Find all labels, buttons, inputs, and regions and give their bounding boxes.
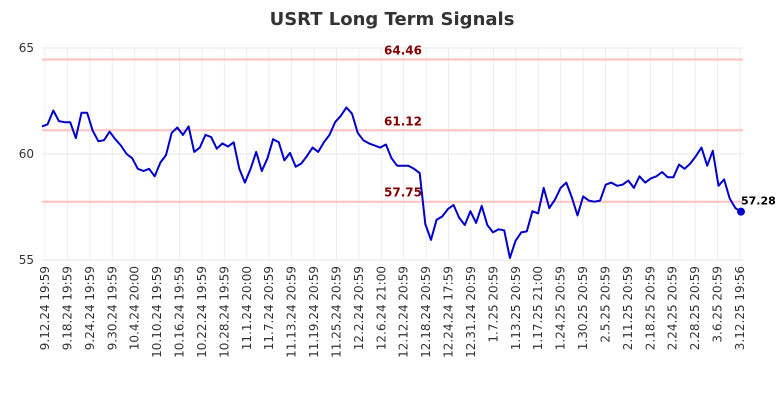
x-tick-label: 2.5.25 20:59 bbox=[598, 266, 612, 343]
x-tick-label: 10.22.24 19:59 bbox=[195, 266, 209, 358]
x-tick-label: 1.24.25 20:59 bbox=[554, 266, 568, 350]
x-axis: 9.12.24 19:59 9.18.24 19:59 9.24.24 19:59 9… bbox=[38, 266, 747, 358]
x-tick-label: 11.25.24 20:59 bbox=[329, 266, 343, 358]
x-tick-label: 12.6.24 21:00 bbox=[374, 266, 388, 350]
x-tick-label: 2.24.25 20:59 bbox=[666, 266, 680, 350]
x-tick-label: 11.13.24 20:59 bbox=[285, 266, 299, 358]
x-tick-label: 1.7.25 20:59 bbox=[486, 266, 500, 343]
x-tick-label: 1.30.25 20:59 bbox=[576, 266, 590, 350]
x-tick-label: 2.18.25 20:59 bbox=[643, 266, 657, 350]
x-tick-label: 11.19.24 20:59 bbox=[307, 266, 321, 358]
x-tick-label: 2.28.25 20:59 bbox=[688, 266, 702, 350]
y-tick-label: 55 bbox=[19, 253, 34, 267]
grid bbox=[42, 47, 743, 261]
x-tick-label: 11.1.24 20:00 bbox=[240, 266, 254, 350]
x-tick-label: 12.2.24 20:59 bbox=[352, 266, 366, 350]
x-tick-label: 12.12.24 20:59 bbox=[397, 266, 411, 358]
price-line bbox=[41, 106, 742, 259]
signal-levels: 64.46 61.12 57.75 bbox=[42, 43, 743, 203]
x-tick-label: 10.16.24 19:59 bbox=[173, 266, 187, 358]
signal-level-label: 57.75 bbox=[384, 186, 422, 200]
y-tick-label: 65 bbox=[19, 41, 34, 55]
y-tick-label: 60 bbox=[19, 147, 34, 161]
chart-title: USRT Long Term Signals bbox=[270, 9, 515, 30]
x-tick-label: 9.24.24 19:59 bbox=[83, 266, 97, 350]
x-tick-label: 3.6.25 20:59 bbox=[711, 266, 725, 343]
x-tick-label: 9.18.24 19:59 bbox=[60, 266, 74, 350]
last-price-label: 57.28 bbox=[741, 195, 776, 208]
x-tick-label: 12.24.24 17:59 bbox=[442, 266, 456, 358]
x-tick-label: 3.12.25 19:56 bbox=[733, 266, 747, 350]
x-tick-label: 1.13.25 20:59 bbox=[509, 266, 523, 350]
price-series: 57.28 bbox=[41, 106, 776, 259]
x-tick-label: 11.7.24 20:59 bbox=[262, 266, 276, 350]
signal-level-label: 61.12 bbox=[384, 114, 422, 128]
x-tick-label: 2.11.25 20:59 bbox=[621, 266, 635, 350]
y-axis: 55 60 65 bbox=[19, 41, 34, 267]
x-tick-label: 12.31.24 20:59 bbox=[464, 266, 478, 358]
x-tick-label: 10.10.24 19:59 bbox=[150, 266, 164, 358]
x-tick-label: 10.4.24 20:00 bbox=[128, 266, 142, 350]
last-price-point bbox=[737, 207, 745, 216]
x-tick-label: 9.30.24 19:59 bbox=[105, 266, 119, 350]
x-tick-label: 12.18.24 20:59 bbox=[419, 266, 433, 358]
signal-level-label: 64.46 bbox=[384, 43, 422, 57]
x-tick-label: 9.12.24 19:59 bbox=[38, 266, 52, 350]
x-tick-label: 10.28.24 19:59 bbox=[217, 266, 231, 358]
x-tick-label: 1.17.25 21:00 bbox=[531, 266, 545, 350]
